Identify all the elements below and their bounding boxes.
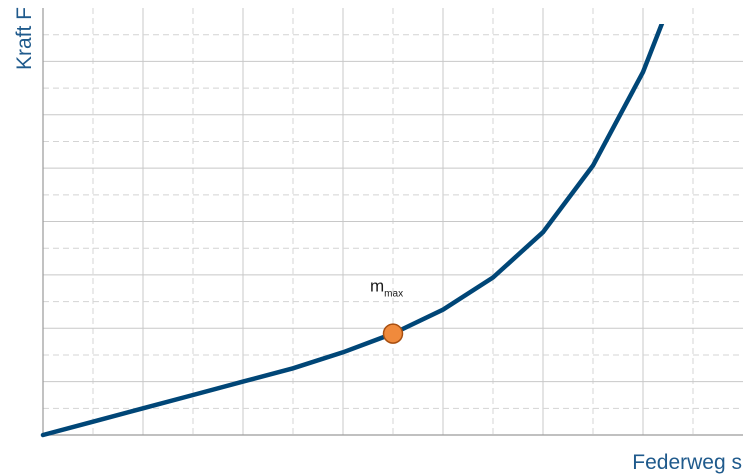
grid	[43, 8, 743, 435]
max-point-label-main: m	[370, 277, 384, 296]
axes	[42, 8, 743, 436]
max-point-marker	[382, 323, 404, 344]
x-axis-label: Federweg s	[632, 451, 742, 474]
max-point-label: mmax	[370, 277, 403, 300]
max-point-label-subscript: max	[384, 289, 403, 300]
y-axis-label: Kraft F	[13, 7, 36, 70]
